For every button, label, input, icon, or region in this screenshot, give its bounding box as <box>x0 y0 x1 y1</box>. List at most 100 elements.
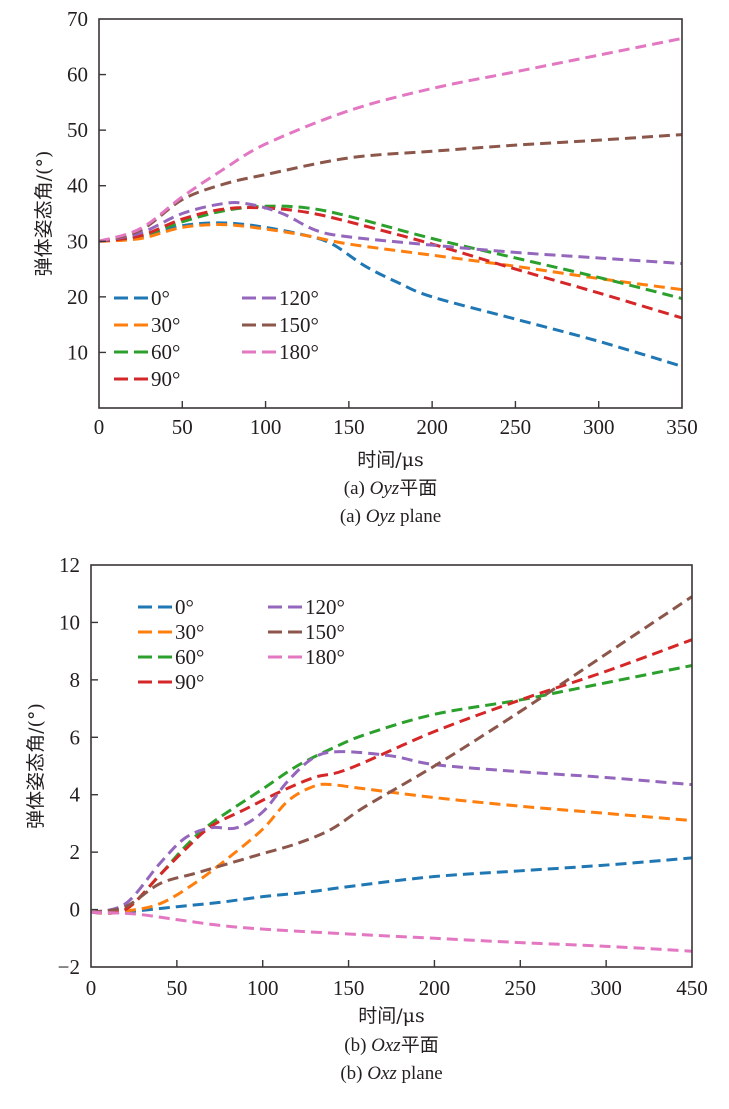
legend: 0° 30° 60° 90° 120° 150° 180° <box>114 286 319 391</box>
y-tick-label: 40 <box>67 174 88 198</box>
x-tick-label: 200 <box>416 415 448 439</box>
legend-item: 180° <box>268 645 345 669</box>
caption-prefix: (b) <box>340 1063 367 1084</box>
legend-item: 90° <box>138 670 204 694</box>
caption-plane: Oxz <box>367 1063 397 1084</box>
plot-frame <box>98 18 683 409</box>
y-tick-label: 2 <box>70 840 81 864</box>
series-line-0deg <box>98 221 683 368</box>
y-tick-label: 10 <box>67 340 88 364</box>
y-tick-label: 10 <box>59 610 80 634</box>
legend-item: 60° <box>138 645 204 669</box>
legend-item: 90° <box>114 367 180 391</box>
legend-item: 180° <box>242 340 319 364</box>
legend-item: 120° <box>242 286 319 310</box>
plot-frame <box>90 564 693 968</box>
x-tick-label: 200 <box>419 976 451 1000</box>
legend-item: 60° <box>114 340 180 364</box>
y-tick-label: 30 <box>67 229 88 253</box>
y-tick-label: 20 <box>67 285 88 309</box>
series-line-0deg <box>90 856 693 914</box>
y-tick-label: 0 <box>70 898 81 922</box>
x-tick-label: 50 <box>172 415 193 439</box>
x-tick-label: 250 <box>505 976 537 1000</box>
y-tick-label: 60 <box>67 63 88 87</box>
x-tick-label: 150 <box>333 415 365 439</box>
chart-oxz-plane: 0 50 100 150 200 250 300 450−2024681012时间/μs弹体姿… <box>25 553 708 1084</box>
series-line-150deg <box>98 133 683 243</box>
legend-label: 180° <box>279 340 319 364</box>
caption-suffix: plane <box>395 506 441 527</box>
legend-label: 150° <box>279 313 319 337</box>
y-tick-label: 70 <box>67 7 88 31</box>
legend-item: 150° <box>268 620 345 644</box>
x-tick-label: 450 <box>676 976 708 1000</box>
x-tick-label: 300 <box>590 976 622 1000</box>
legend-label: 0° <box>151 286 170 310</box>
x-axis-title: 时间/μs <box>358 1005 425 1027</box>
x-tick-label: 100 <box>247 976 279 1000</box>
series-group <box>98 36 683 368</box>
y-tick-label: 50 <box>67 118 88 142</box>
x-tick-label: 150 <box>333 976 365 1000</box>
legend-label: 60° <box>151 340 180 364</box>
x-tick-label: 0 <box>86 976 97 1000</box>
caption-en: (b) Oxz plane <box>340 1063 442 1084</box>
legend-item: 0° <box>138 595 194 619</box>
series-line-30deg <box>98 223 683 292</box>
legend-label: 60° <box>175 645 204 669</box>
series-line-180deg <box>98 36 683 243</box>
series-group <box>90 595 693 953</box>
series-line-120deg <box>90 750 693 914</box>
series-line-90deg <box>90 638 693 915</box>
series-line-90deg <box>98 206 683 320</box>
legend: 0°30°60°90° 120°150°180° <box>138 595 345 694</box>
y-tick-label: 6 <box>70 725 81 749</box>
caption-prefix: (a) <box>344 478 370 499</box>
legend-item: 30° <box>114 313 180 337</box>
y-tick-label: 8 <box>70 668 81 692</box>
caption-plane: Oyz <box>366 506 396 527</box>
series-line-60deg <box>90 664 693 915</box>
legend-label: 90° <box>175 670 204 694</box>
caption-plane: Oxz <box>371 1035 401 1056</box>
y-tick-label: −2 <box>58 955 80 979</box>
y-axis-title: 弹体姿态角/(°) <box>25 703 47 829</box>
y-tick-label: 4 <box>70 783 81 807</box>
legend-label: 120° <box>305 595 345 619</box>
caption-cn: (b) Oxz平面 <box>344 1035 438 1056</box>
x-tick-label: 250 <box>500 415 532 439</box>
legend-label: 120° <box>279 286 319 310</box>
legend-item: 150° <box>242 313 319 337</box>
series-line-30deg <box>90 782 693 914</box>
caption-en: (a) Oyz plane <box>340 506 441 527</box>
series-line-180deg <box>90 910 693 953</box>
legend-label: 150° <box>305 620 345 644</box>
x-tick-label: 350 <box>666 415 698 439</box>
legend-label: 30° <box>151 313 180 337</box>
legend-item: 120° <box>268 595 345 619</box>
x-tick-label: 50 <box>166 976 187 1000</box>
caption-plane: Oyz <box>370 478 400 499</box>
chart-oyz-plane: 0 50 100 150 200 250 300 350 10 20 30 40 50 60 70 时间/μs… <box>33 7 698 527</box>
x-tick-label: 100 <box>250 415 282 439</box>
caption-prefix: (b) <box>344 1035 371 1056</box>
caption-prefix: (a) <box>340 506 366 527</box>
y-axis-title: 弹体姿态角/(°) <box>33 151 55 277</box>
legend-item: 30° <box>138 620 204 644</box>
caption-cn: (a) Oyz平面 <box>344 478 437 499</box>
caption-suffix: plane <box>397 1063 443 1084</box>
series-line-60deg <box>98 204 683 300</box>
x-axis-title: 时间/μs <box>357 449 424 471</box>
legend-label: 180° <box>305 645 345 669</box>
series-line-150deg <box>90 595 693 914</box>
x-tick-label: 300 <box>583 415 615 439</box>
legend-label: 90° <box>151 367 180 391</box>
y-tick-label: 12 <box>59 553 80 577</box>
legend-label: 30° <box>175 620 204 644</box>
caption-suffix: 平面 <box>401 1035 439 1056</box>
legend-label: 0° <box>175 595 194 619</box>
caption-suffix: 平面 <box>399 478 437 499</box>
x-tick-label: 0 <box>94 415 105 439</box>
